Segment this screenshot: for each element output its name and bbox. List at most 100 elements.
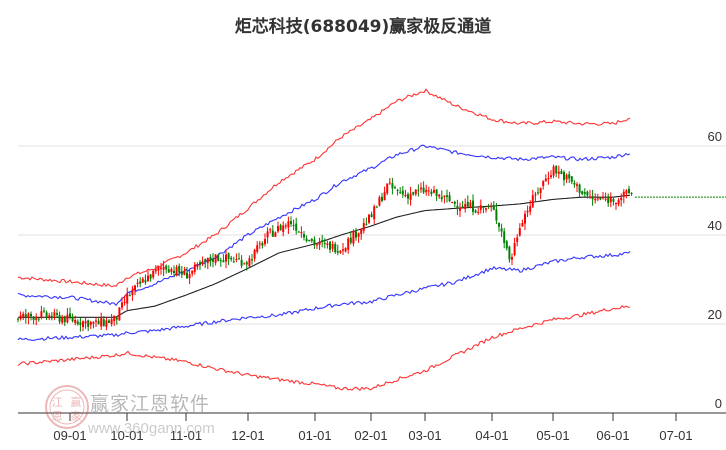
candle [76, 321, 79, 325]
candle [490, 206, 493, 208]
x-tick-label: 09-01 [53, 428, 86, 443]
candle [578, 184, 581, 193]
candle [581, 191, 584, 195]
candle [508, 246, 511, 260]
seal-icon: 江 赢 恩 家 [45, 385, 89, 429]
x-tick-label: 06-01 [596, 428, 629, 443]
candle [594, 198, 597, 201]
candle [284, 225, 287, 227]
candle [271, 230, 274, 237]
candle [79, 322, 82, 325]
candle [342, 249, 344, 251]
candle [219, 260, 222, 262]
candle [628, 188, 630, 194]
candle [113, 315, 116, 322]
candle [24, 314, 27, 318]
candle [316, 244, 318, 246]
candle [258, 243, 261, 245]
candle [69, 313, 71, 318]
candle [414, 189, 417, 195]
candle [365, 224, 368, 226]
candle [147, 275, 149, 282]
candle [500, 228, 503, 232]
candle [412, 192, 415, 195]
candle [557, 171, 560, 174]
candle [173, 270, 175, 274]
candle [511, 256, 513, 260]
candle [615, 203, 617, 205]
candle [87, 320, 90, 327]
candle [617, 199, 620, 205]
candle [347, 238, 350, 250]
candle [344, 248, 347, 252]
candle [43, 310, 45, 312]
candle [521, 223, 524, 227]
candle [466, 201, 469, 207]
candle [604, 198, 607, 200]
candle [336, 251, 339, 253]
candle [472, 200, 474, 212]
candle [199, 262, 201, 265]
candle [292, 225, 295, 227]
candle [329, 241, 331, 250]
candle [630, 192, 633, 194]
candle [188, 274, 191, 279]
moving-average-line [18, 194, 631, 318]
candle [563, 172, 565, 181]
candle [102, 319, 105, 326]
candle [297, 231, 300, 233]
candle [154, 269, 157, 272]
candle [404, 194, 407, 197]
candle [368, 214, 370, 223]
candle [321, 240, 324, 243]
candle [544, 178, 547, 182]
candle [459, 207, 461, 211]
candle [178, 265, 181, 273]
svg-text:江: 江 [52, 396, 63, 409]
candle [136, 282, 139, 284]
candle [430, 191, 433, 195]
candle [191, 270, 194, 274]
candle [362, 223, 365, 231]
candle [240, 259, 243, 266]
candle [573, 182, 576, 185]
candle [303, 234, 305, 238]
candle [542, 181, 545, 186]
candle [524, 213, 526, 224]
candle [123, 302, 126, 304]
candle [264, 239, 266, 245]
candle [394, 187, 396, 189]
candle [97, 320, 100, 325]
lower-outer-band-line [17, 305, 631, 391]
x-tick-label: 12-01 [231, 428, 264, 443]
candle [401, 190, 404, 195]
candle [131, 289, 134, 296]
candle [386, 183, 389, 194]
candle [323, 242, 326, 244]
candle [287, 221, 290, 228]
candle [534, 194, 537, 196]
candle [196, 264, 199, 267]
candle [248, 258, 251, 267]
candle [201, 261, 204, 263]
candle [355, 231, 357, 238]
watermark-url: www.360gann.com [88, 420, 215, 437]
candle [550, 175, 552, 178]
candle [409, 193, 412, 200]
candle [118, 307, 121, 321]
candle [230, 257, 233, 260]
candle [381, 196, 383, 201]
candle [516, 237, 519, 242]
candle [115, 317, 118, 320]
candle [160, 267, 162, 269]
candle [552, 166, 555, 176]
candle [583, 192, 586, 194]
candle [95, 320, 97, 322]
candle [427, 190, 430, 192]
candle [310, 238, 313, 241]
candle [235, 258, 238, 260]
candle [217, 254, 220, 261]
candle [71, 317, 74, 322]
candle [370, 214, 373, 218]
candle [326, 243, 329, 246]
